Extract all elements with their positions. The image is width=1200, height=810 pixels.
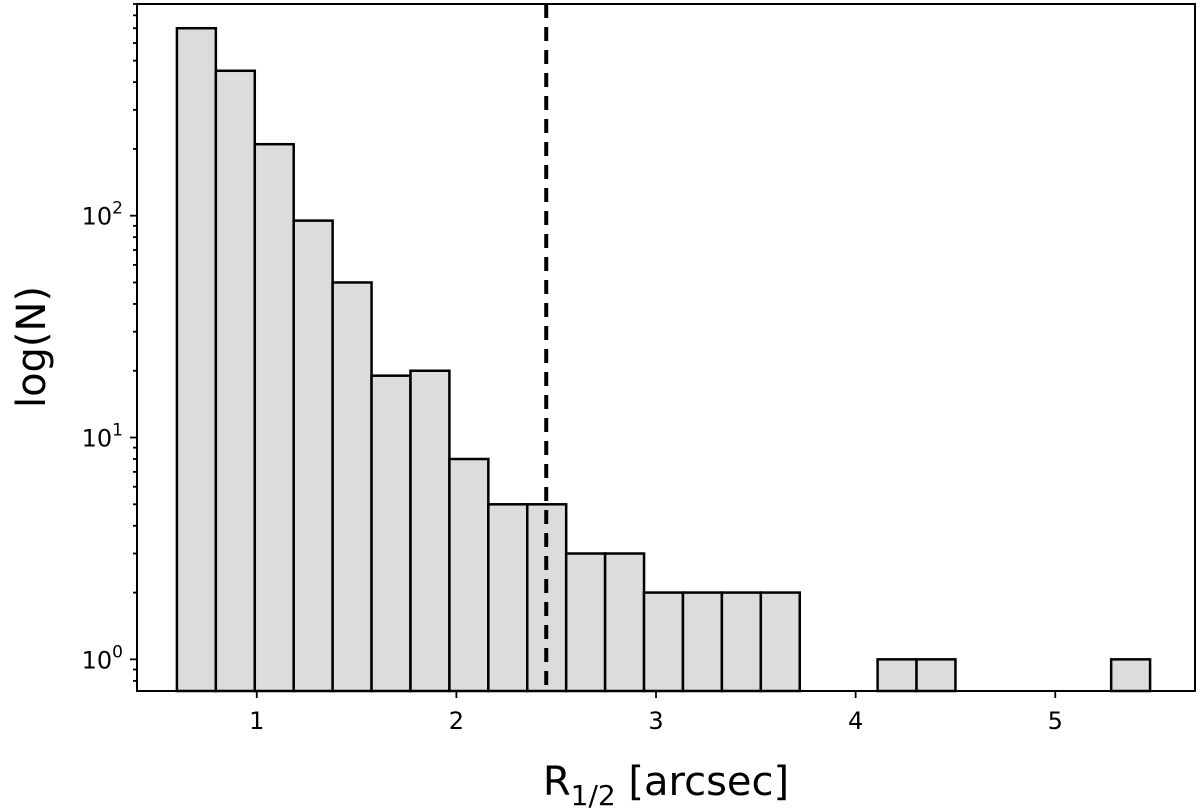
x-axis-title: R1/2 [arcsec] [543, 759, 789, 810]
histogram-bar [526, 503, 568, 693]
x-axis-ticks: 1 2 3 4 5 [249, 691, 1063, 735]
histogram-bar [409, 369, 451, 693]
y-axis-title: log(N) [9, 286, 55, 408]
x-tick-label: 3 [648, 707, 663, 735]
histogram-bar [175, 26, 218, 693]
histogram-bar [720, 591, 763, 693]
histogram-bar [214, 69, 257, 693]
histogram-bar [1109, 658, 1152, 693]
histogram-bar [487, 503, 529, 693]
histogram-bar [876, 658, 918, 693]
histogram-bar [642, 591, 685, 693]
histogram-bar [253, 142, 295, 693]
x-tick-label: 5 [1048, 707, 1063, 735]
histogram-bar [292, 219, 334, 693]
histogram-bar [603, 552, 646, 693]
histogram-bar [915, 658, 957, 693]
y-tick-label: 102 [82, 199, 123, 231]
bars-group [175, 26, 1152, 693]
histogram-bar [759, 591, 801, 693]
histogram-bar [681, 591, 724, 693]
y-tick-label: 101 [82, 421, 123, 453]
plot-frame [136, 3, 1196, 692]
x-tick-label: 4 [848, 707, 863, 735]
y-axis-ticks: 100 101 102 [82, 3, 137, 682]
histogram-bar [564, 552, 607, 693]
histogram-bar [448, 457, 490, 693]
y-tick-label: 100 [82, 642, 123, 674]
x-tick-label: 2 [449, 707, 464, 735]
histogram-bar [331, 281, 373, 693]
histogram-bar [370, 374, 412, 693]
x-tick-label: 1 [249, 707, 264, 735]
